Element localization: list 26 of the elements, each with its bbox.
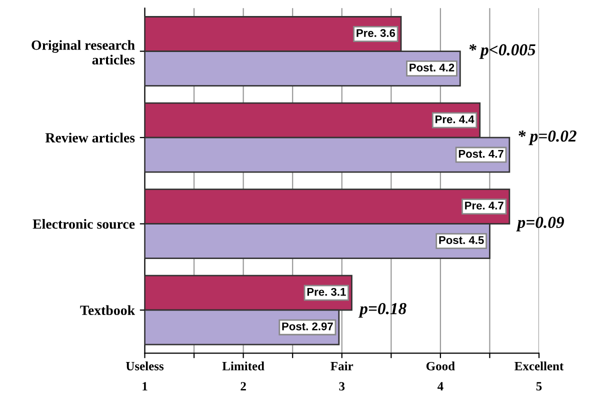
annotation: * p<0.005: [469, 44, 536, 59]
annotation: p=0.09: [516, 216, 564, 232]
data-label: Post. 4.7: [458, 150, 504, 158]
text: Fair: [330, 362, 354, 370]
x-tick-label: 5: [536, 382, 542, 390]
text: Limited: [222, 362, 264, 370]
data-label: Pre. 4.7: [465, 202, 504, 210]
x-tick-label: 4: [437, 382, 444, 390]
x-tick-label: 3: [339, 382, 345, 390]
y-tick-label: Review articles: [45, 132, 135, 142]
text: Excellent: [514, 362, 564, 370]
y-tick-label: Electronic source: [32, 218, 135, 229]
data-label: Post. 4.5: [439, 236, 484, 244]
x-tick-label: 1: [142, 382, 148, 390]
annotation: * p=0.02: [518, 130, 576, 146]
text: Good: [426, 362, 455, 370]
text: Useless: [126, 362, 164, 370]
y-tick-label: Original research articles: [32, 40, 135, 64]
y-tick-label: Textbook: [80, 305, 136, 316]
data-label: Pre. 3.6: [356, 29, 396, 37]
data-label: Pre. 3.1: [307, 288, 346, 296]
annotation: p=0.18: [358, 303, 406, 318]
x-tick-label: 2: [240, 382, 246, 390]
data-label: Pre. 4.4: [436, 116, 474, 124]
data-label: Post. 2.97: [282, 322, 333, 330]
data-label: Post. 4.2: [410, 64, 454, 72]
